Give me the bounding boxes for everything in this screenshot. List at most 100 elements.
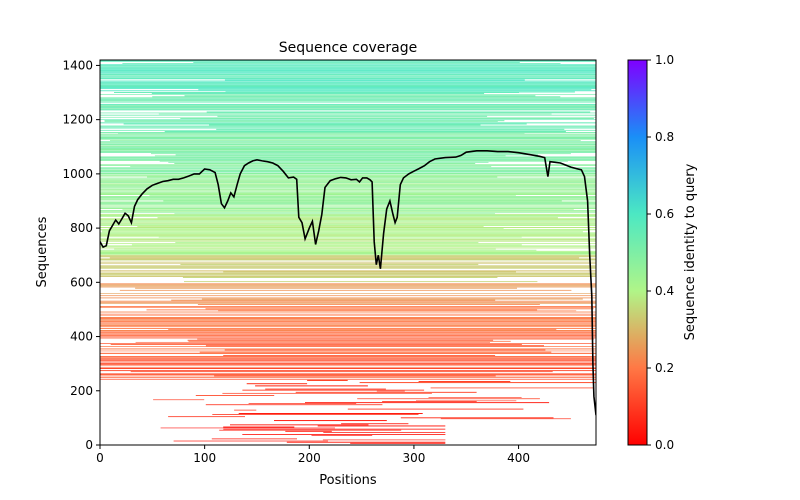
- coverage-row: [100, 65, 596, 67]
- coverage-row: [234, 409, 257, 411]
- coverage-row: [100, 173, 596, 174]
- coverage-row: [174, 213, 495, 215]
- coverage-row: [100, 246, 596, 248]
- coverage-row: [222, 392, 432, 394]
- colorbar-tick-label: 0.0: [655, 438, 674, 452]
- coverage-row: [160, 427, 335, 429]
- coverage-row: [100, 86, 596, 87]
- coverage-row: [100, 360, 596, 362]
- coverage-row: [100, 208, 596, 209]
- coverage-row: [100, 297, 596, 299]
- coverage-row: [114, 91, 519, 93]
- coverage-row: [100, 359, 596, 361]
- coverage-row: [286, 441, 446, 443]
- coverage-row: [100, 245, 596, 247]
- coverage-row: [100, 180, 596, 182]
- coverage-row: [100, 376, 596, 378]
- coverage-row: [146, 309, 538, 311]
- coverage-row: [100, 196, 596, 198]
- coverage-row: [100, 222, 596, 224]
- coverage-line-layer: [100, 150, 596, 416]
- coverage-row: [100, 126, 596, 128]
- coverage-row: [100, 68, 596, 70]
- coverage-row: [255, 385, 368, 387]
- coverage-row: [163, 200, 562, 202]
- coverage-row: [100, 364, 596, 366]
- coverage-row: [100, 256, 596, 258]
- coverage-row: [100, 284, 596, 286]
- coverage-row: [100, 366, 596, 368]
- coverage-row: [147, 176, 498, 178]
- coverage-row: [100, 331, 596, 332]
- coverage-row: [197, 304, 540, 305]
- coverage-row: [100, 334, 596, 336]
- coverage-row: [104, 120, 505, 122]
- coverage-row: [164, 131, 566, 133]
- coverage-row: [198, 89, 592, 91]
- coverage-row: [100, 318, 596, 320]
- colorbar: [627, 59, 648, 446]
- coverage-row: [100, 214, 596, 215]
- coverage-row: [100, 64, 596, 66]
- coverage-row: [100, 212, 596, 214]
- coverage-row: [175, 242, 479, 244]
- coverage-row: [100, 247, 596, 249]
- coverage-row: [122, 209, 574, 210]
- coverage-row: [100, 233, 596, 235]
- coverage-row: [100, 273, 596, 275]
- coverage-row: [100, 135, 596, 137]
- coverage-row: [224, 349, 546, 351]
- coverage-row: [100, 216, 596, 217]
- coverage-row: [295, 391, 477, 393]
- coverage-row: [180, 118, 594, 119]
- coverage-row: [100, 144, 596, 146]
- colorbar-label: Sequence identity to query: [683, 163, 698, 340]
- coverage-row: [100, 203, 596, 205]
- coverage-row: [350, 442, 446, 444]
- coverage-row: [100, 193, 596, 195]
- coverage-row: [206, 111, 591, 113]
- coverage-row: [100, 274, 596, 276]
- coverage-row: [100, 137, 596, 139]
- y-tick-label: 400: [70, 330, 93, 344]
- coverage-row: [184, 95, 536, 97]
- coverage-row: [100, 83, 596, 85]
- coverage-row: [224, 79, 525, 81]
- coverage-row: [100, 285, 596, 287]
- coverage-row: [100, 370, 596, 372]
- coverage-row: [100, 266, 596, 267]
- coverage-row: [100, 378, 596, 380]
- coverage-row: [100, 363, 596, 365]
- coverage-row: [100, 223, 596, 225]
- y-tick-label: 1000: [62, 167, 93, 181]
- coverage-row: [114, 248, 496, 250]
- coverage-heatmap: [100, 60, 596, 444]
- coverage-row: [182, 276, 498, 278]
- coverage-row: [100, 172, 596, 174]
- coverage-row: [159, 160, 568, 162]
- coverage-row: [100, 227, 596, 229]
- x-tick-label: 300: [402, 451, 425, 465]
- coverage-row: [100, 139, 596, 140]
- coverage-row: [100, 324, 596, 326]
- coverage-row: [311, 435, 373, 436]
- coverage-row: [100, 253, 596, 255]
- coverage-row: [100, 159, 596, 161]
- coverage-row: [100, 84, 596, 86]
- y-tick-label: 1200: [62, 113, 93, 127]
- coverage-row: [100, 327, 596, 329]
- coverage-row: [100, 332, 596, 334]
- coverage-row: [100, 167, 596, 169]
- coverage-row: [100, 210, 596, 212]
- colorbar-tick-label: 0.4: [655, 284, 674, 298]
- x-tick-label: 100: [193, 451, 216, 465]
- coverage-row: [225, 91, 575, 93]
- coverage-row: [217, 115, 488, 117]
- coverage-row: [157, 217, 558, 219]
- coverage-row: [100, 76, 596, 78]
- coverage-row: [100, 101, 596, 103]
- coverage-row: [122, 63, 561, 64]
- coverage-row: [100, 87, 596, 89]
- coverage-row: [100, 272, 596, 274]
